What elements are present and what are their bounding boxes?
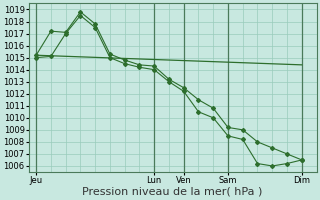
X-axis label: Pression niveau de la mer( hPa ): Pression niveau de la mer( hPa ) bbox=[83, 187, 263, 197]
